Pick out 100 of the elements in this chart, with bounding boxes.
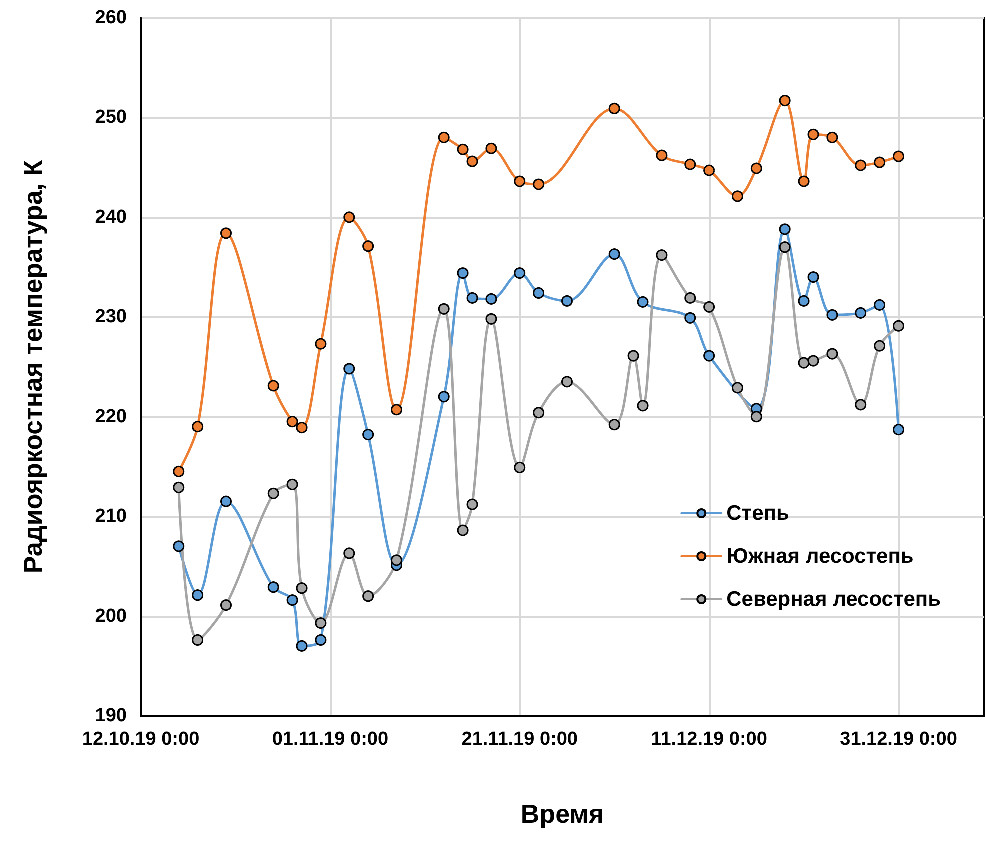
point xyxy=(855,399,867,411)
point xyxy=(344,548,356,560)
point xyxy=(874,299,886,311)
point xyxy=(855,160,867,172)
point xyxy=(286,416,298,428)
x-tick-label: 11.12.19 0:00 xyxy=(651,729,768,750)
point xyxy=(391,404,402,416)
y-tick-label: 250 xyxy=(95,107,127,128)
point xyxy=(808,272,820,284)
point xyxy=(798,176,810,188)
point xyxy=(798,357,810,369)
point xyxy=(732,190,744,202)
point xyxy=(893,424,905,436)
point xyxy=(779,242,791,254)
point xyxy=(457,524,469,536)
x-axis-title: Время xyxy=(520,799,604,829)
point xyxy=(874,340,886,352)
point xyxy=(779,224,791,236)
point xyxy=(268,582,280,594)
point xyxy=(656,150,668,162)
point xyxy=(438,391,450,403)
point xyxy=(466,498,478,510)
point xyxy=(533,287,545,299)
point xyxy=(826,348,838,360)
point xyxy=(315,338,327,350)
point xyxy=(704,350,716,362)
point xyxy=(192,590,204,602)
point xyxy=(808,128,820,140)
point xyxy=(608,102,620,114)
point xyxy=(173,540,185,552)
point xyxy=(362,240,374,252)
point xyxy=(533,407,545,419)
point xyxy=(192,421,204,433)
legend-label: Южная лесостепь xyxy=(726,545,914,568)
point xyxy=(514,176,526,188)
x-tick-label: 31.12.19 0:00 xyxy=(840,729,958,750)
point xyxy=(286,478,298,490)
point xyxy=(466,292,478,304)
point xyxy=(315,618,327,630)
point xyxy=(533,178,545,190)
y-axis-title: Радиояркостная температура, К xyxy=(18,160,48,574)
point xyxy=(344,212,356,224)
point xyxy=(893,150,905,162)
point xyxy=(391,554,402,566)
point xyxy=(220,496,232,508)
y-tick-label: 210 xyxy=(95,506,127,528)
point xyxy=(486,293,498,305)
point xyxy=(486,142,498,154)
point xyxy=(798,295,810,307)
x-tick-label: 21.11.19 0:00 xyxy=(462,729,578,750)
point xyxy=(855,307,867,319)
point xyxy=(438,303,450,315)
point xyxy=(438,132,450,144)
point xyxy=(457,144,469,156)
point xyxy=(628,350,640,362)
point xyxy=(874,156,886,168)
point xyxy=(268,380,280,392)
point xyxy=(732,382,744,394)
point xyxy=(684,312,696,324)
point xyxy=(268,488,280,500)
point xyxy=(826,309,838,321)
legend-label: Северная лесостепь xyxy=(726,588,942,611)
y-tick-label: 240 xyxy=(95,206,127,228)
point xyxy=(296,640,308,652)
point xyxy=(750,411,762,423)
point xyxy=(296,582,308,594)
point xyxy=(704,301,716,313)
point xyxy=(637,400,649,412)
point xyxy=(637,296,649,308)
point xyxy=(656,250,668,262)
point xyxy=(220,600,232,612)
y-tick-label: 230 xyxy=(95,306,127,328)
point xyxy=(893,320,905,332)
y-tick-label: 190 xyxy=(95,706,127,726)
point xyxy=(561,295,573,307)
point xyxy=(608,248,620,260)
point xyxy=(684,292,696,304)
point xyxy=(808,355,820,367)
y-tick-label: 200 xyxy=(95,606,127,627)
point xyxy=(286,594,298,606)
point xyxy=(173,466,185,478)
point xyxy=(296,422,308,434)
point xyxy=(457,268,469,280)
point xyxy=(362,590,374,602)
point xyxy=(466,156,478,168)
point xyxy=(514,268,526,280)
point xyxy=(514,462,526,474)
point xyxy=(750,162,762,174)
point xyxy=(173,482,185,494)
point xyxy=(608,419,620,431)
point xyxy=(362,429,374,441)
point xyxy=(826,132,838,144)
x-tick-label: 12.10.19 0:00 xyxy=(82,729,200,750)
y-tick-label: 220 xyxy=(95,406,127,428)
y-tick-label: 260 xyxy=(95,8,127,28)
x-tick-label: 01.11.19 0:00 xyxy=(272,729,389,750)
point xyxy=(704,164,716,176)
point xyxy=(486,313,498,325)
point xyxy=(561,376,573,388)
point xyxy=(220,228,232,240)
